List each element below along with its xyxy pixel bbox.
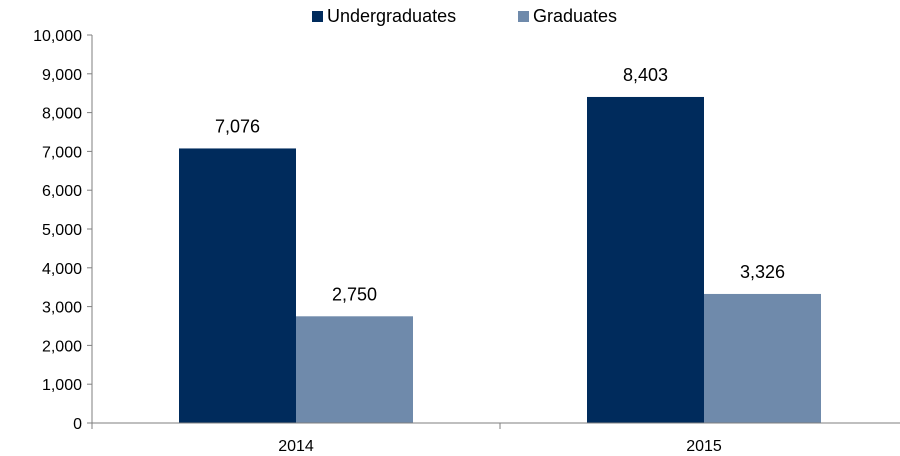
bar-graduates-2014 <box>296 316 413 423</box>
legend-swatch <box>312 11 323 22</box>
bar-undergraduates-2015 <box>587 96 704 424</box>
y-tick-label: 6,000 <box>42 183 82 200</box>
y-tick-label: 10,000 <box>33 28 82 45</box>
legend: Undergraduates Graduates <box>312 6 617 26</box>
data-label: 8,403 <box>623 65 668 85</box>
y-tick-label: 7,000 <box>42 144 82 161</box>
y-tick-label: 1,000 <box>42 377 82 394</box>
data-label: 3,326 <box>740 262 785 282</box>
y-tick-label: 0 <box>73 416 82 433</box>
y-tick-label: 2,000 <box>42 338 82 355</box>
y-tick-label: 3,000 <box>42 300 82 317</box>
x-tick-label: 2014 <box>278 438 314 455</box>
bars: 7,076 2,750 8,403 3,326 <box>179 65 821 424</box>
x-tick-label: 2015 <box>686 438 722 455</box>
data-label: 2,750 <box>332 284 377 304</box>
y-tick-label: 8,000 <box>42 106 82 123</box>
y-axis: 0 1,000 2,000 3,000 4,000 5,000 6,000 7,000 8,00… <box>33 28 93 433</box>
y-tick-label: 4,000 <box>42 261 82 278</box>
data-label: 7,076 <box>215 116 260 136</box>
bar-graduates-2015 <box>704 293 821 423</box>
bar-undergraduates-2014 <box>179 148 296 423</box>
x-axis: 2014 2015 <box>91 422 900 455</box>
y-tick-label: 9,000 <box>42 67 82 84</box>
legend-label: Undergraduates <box>327 6 456 26</box>
legend-label: Graduates <box>533 6 617 26</box>
legend-swatch <box>518 11 529 22</box>
y-tick-label: 5,000 <box>42 222 82 239</box>
